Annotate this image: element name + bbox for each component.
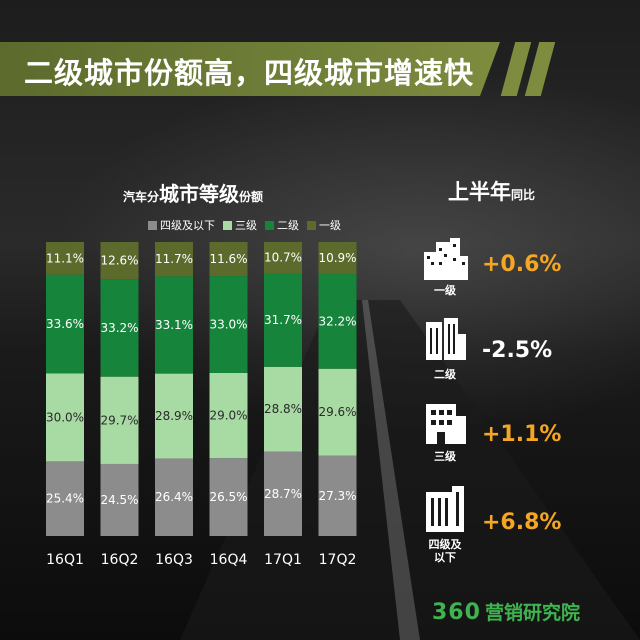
bar-segment [46, 242, 84, 275]
legend-label: 一级 [319, 219, 341, 232]
legend-swatch [307, 220, 316, 230]
x-tick-label: 16Q2 [101, 552, 139, 568]
data-label: 24.5% [100, 493, 138, 507]
bar-segment [100, 242, 139, 280]
yoy-value: +1.1% [482, 422, 562, 447]
bar-segment [264, 366, 302, 452]
data-label: 29.7% [100, 413, 138, 427]
page-title: 二级城市份额高，四级城市增速快 [24, 56, 475, 90]
x-tick-label: 17Q1 [264, 552, 302, 568]
bar-segment [209, 276, 248, 373]
title-banner [0, 42, 500, 96]
x-tick-label: 16Q1 [46, 552, 84, 568]
bar-segment [46, 461, 84, 536]
x-tick-label: 16Q3 [155, 552, 193, 568]
chart-title: 汽车分城市等级份额 [0, 178, 386, 207]
data-label: 29.0% [209, 409, 247, 423]
data-label: 25.4% [46, 492, 84, 506]
tall-tower-icon [426, 318, 466, 360]
bar-segment [46, 373, 84, 462]
bar-segment [209, 458, 248, 536]
yoy-title: 上半年同比 [448, 176, 535, 206]
bar-segment [318, 242, 357, 275]
legend-label: 四级及以下 [160, 219, 215, 232]
legend-item-tier2: 二级 [265, 217, 299, 233]
data-label: 33.6% [46, 317, 84, 331]
legend-swatch [265, 220, 274, 230]
data-label: 10.9% [318, 251, 356, 265]
bar-segment [318, 368, 357, 456]
bar-segment [100, 376, 139, 464]
bar-segment [209, 372, 248, 459]
legend-item-tier3: 三级 [223, 217, 257, 233]
city-cluster-icon [424, 238, 468, 280]
yoy-value: -2.5% [482, 338, 553, 363]
data-label: 29.6% [318, 405, 356, 419]
yoy-title-suffix: 同比 [511, 188, 536, 202]
legend-item-tier4: 四级及以下 [148, 217, 215, 233]
bar-segment [318, 455, 357, 536]
yoy-label: 二级 [434, 368, 456, 381]
legend-label: 二级 [277, 219, 299, 232]
data-label: 30.0% [46, 410, 84, 424]
data-label: 27.3% [318, 489, 356, 503]
data-label: 26.5% [209, 490, 247, 504]
yoy-label: 三级 [434, 450, 456, 463]
data-label: 33.1% [155, 318, 193, 332]
legend-item-tier1: 一级 [307, 217, 341, 233]
bar-segment [100, 463, 139, 536]
chart-title-main: 城市等级 [159, 182, 239, 206]
data-label: 28.9% [155, 409, 193, 423]
logo-number: 360 [432, 600, 481, 625]
chart-title-suffix: 份额 [239, 190, 264, 204]
yoy-value: +6.8% [482, 510, 562, 535]
logo-text: 营销研究院 [484, 602, 580, 624]
legend-label: 三级 [235, 219, 257, 232]
bar-segment [318, 274, 357, 369]
legend-swatch [148, 220, 157, 230]
yoy-row-tier1: 一级 +0.6% [416, 238, 626, 318]
data-label: 28.7% [264, 487, 302, 501]
bar-segment [264, 451, 302, 536]
data-label: 11.1% [46, 251, 84, 265]
data-label: 11.7% [155, 252, 193, 266]
chart-legend: 四级及以下 三级 二级 一级 [148, 217, 341, 233]
bar-segment [100, 279, 139, 377]
bar-segment [209, 242, 248, 277]
yoy-label: 四级及 以下 [428, 538, 462, 564]
bar-segment [264, 273, 302, 367]
data-label: 28.8% [264, 402, 302, 416]
yoy-value: +0.6% [482, 252, 562, 277]
legend-swatch [223, 220, 232, 230]
yoy-row-tier4: 四级及 以下 +6.8% [416, 486, 626, 566]
data-label: 26.4% [155, 490, 193, 504]
data-label: 10.7% [264, 251, 302, 265]
data-label: 33.0% [209, 318, 247, 332]
x-tick-label: 16Q4 [210, 552, 248, 568]
mid-building-icon [426, 404, 466, 444]
bar-segment [155, 458, 193, 536]
small-building-icon [426, 486, 464, 532]
yoy-row-tier3: 三级 +1.1% [416, 404, 626, 484]
bar-segment [155, 242, 193, 277]
yoy-row-tier2: 二级 -2.5% [416, 318, 626, 398]
data-label: 11.6% [209, 252, 247, 266]
bar-segment [46, 274, 84, 374]
bar-segment [264, 242, 302, 274]
data-label: 31.7% [264, 313, 302, 327]
bar-segment [155, 276, 193, 374]
data-label: 33.2% [100, 321, 138, 335]
yoy-title-main: 上半年 [448, 180, 511, 204]
brand-logo: 360 营销研究院 [432, 598, 580, 625]
x-tick-label: 17Q2 [319, 552, 357, 568]
yoy-label: 一级 [434, 284, 456, 297]
bar-segment [155, 373, 193, 459]
data-label: 32.2% [318, 314, 356, 328]
data-label: 12.6% [100, 254, 138, 268]
chart-title-prefix: 汽车分 [122, 190, 159, 204]
